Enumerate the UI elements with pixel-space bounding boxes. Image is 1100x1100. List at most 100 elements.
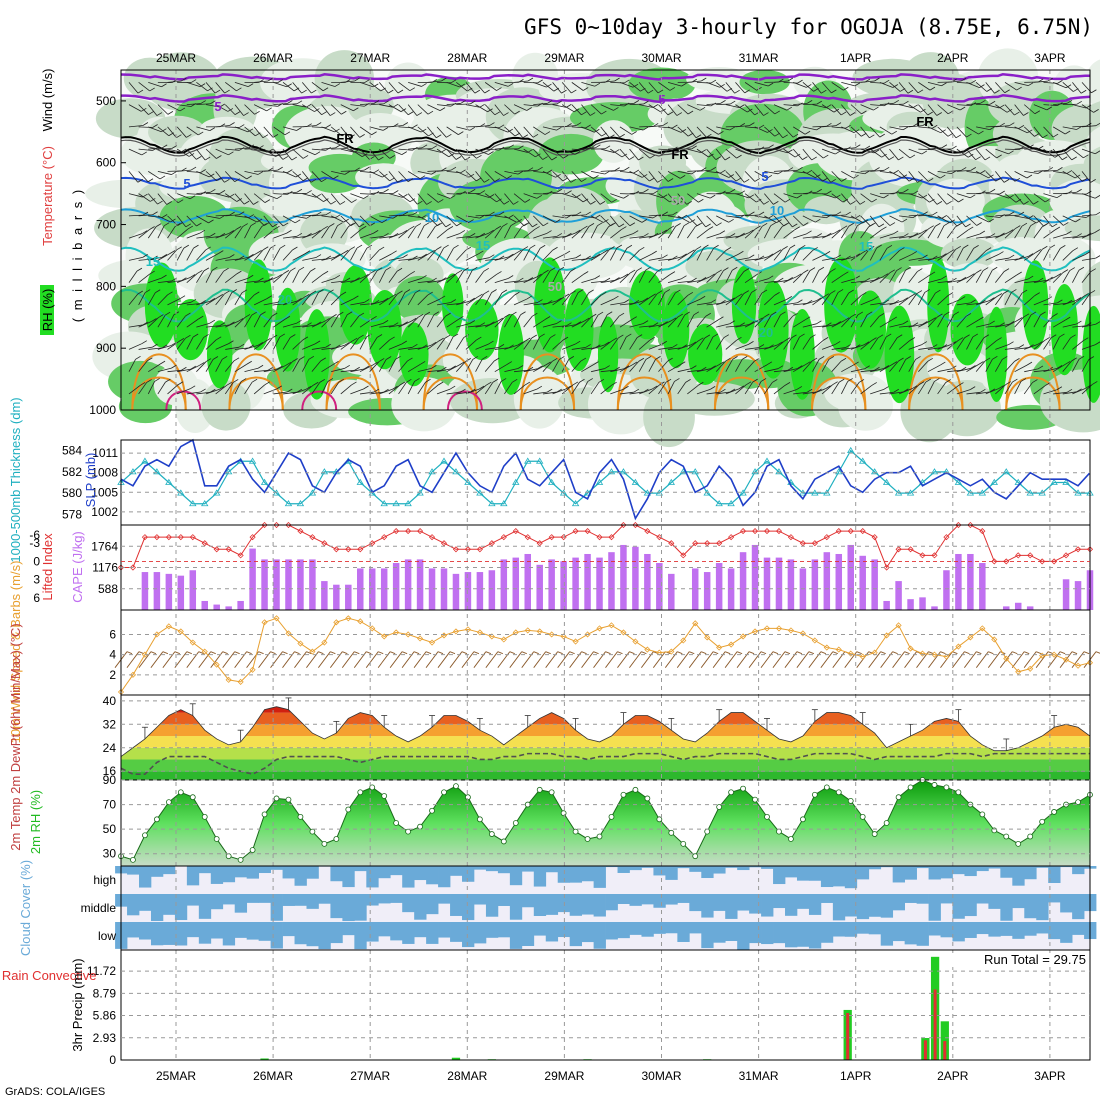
wind-barb <box>879 126 892 135</box>
wind-barb-flag <box>970 79 977 84</box>
cloud-middle-bar <box>521 894 535 908</box>
wind-barb <box>379 235 394 239</box>
lifted-point <box>273 521 280 529</box>
wind-barb-flag <box>889 222 896 226</box>
wind-barb-flag <box>1071 651 1078 655</box>
wind-barb <box>889 250 900 261</box>
wind-barb-flag <box>691 145 697 150</box>
wind-barb <box>821 171 832 183</box>
wind-barb <box>407 226 417 239</box>
wind-barb <box>465 253 479 261</box>
wind-barb-flag <box>142 122 149 126</box>
lifted-point <box>357 546 364 553</box>
wind-barb-flag <box>598 378 605 383</box>
cloud-middle-bar <box>282 894 295 906</box>
wind-barb-flag <box>364 79 370 84</box>
wind-barb <box>995 293 1004 306</box>
wind-barb <box>763 225 772 239</box>
wind-barb <box>494 126 508 133</box>
wind-barb <box>1062 82 1074 92</box>
rh-point <box>608 813 615 820</box>
cloud-low-bar <box>139 922 152 940</box>
cape-bar <box>967 553 974 610</box>
wind-barb <box>427 193 439 203</box>
wind-barb <box>388 104 402 112</box>
wind-speed-point <box>811 637 818 644</box>
wind-barb <box>773 126 784 139</box>
wind-barb <box>398 104 409 116</box>
wind-barb <box>369 148 379 161</box>
wind-barb-flag <box>641 651 647 655</box>
cloud-low-bar <box>473 922 487 944</box>
wind-barb-flag <box>636 267 643 272</box>
wind-barb-flag <box>668 225 675 230</box>
rh-point <box>177 789 184 796</box>
slp-ytick: 1011 <box>92 446 118 460</box>
wind-barb <box>340 215 352 226</box>
lifted-point <box>189 534 196 541</box>
wind-barb-flag <box>308 355 315 360</box>
cloud-middle-bar <box>940 894 953 904</box>
wind-barb-flag <box>874 77 880 82</box>
wind-barb-flag <box>1038 78 1044 83</box>
wind-barb <box>417 252 430 261</box>
wind-barb <box>513 280 528 284</box>
wind-barb-flag <box>292 358 298 362</box>
wind-barb-flag <box>591 313 597 318</box>
thickness-point <box>595 478 604 485</box>
wind-barb-flag <box>664 289 671 293</box>
wind-barb <box>850 252 863 261</box>
wind-barb <box>716 126 730 131</box>
wind-barb <box>475 125 490 128</box>
wind-barb <box>186 303 201 306</box>
cape-bar <box>811 559 819 610</box>
wind-barb-flag <box>845 255 851 260</box>
wind-barb <box>581 81 596 87</box>
wind-barb <box>446 233 460 239</box>
wind-barb <box>504 368 519 373</box>
wind-barb <box>802 82 814 92</box>
wind-barb <box>812 253 826 261</box>
wind-barb-flag <box>874 167 880 171</box>
wind-barb-flag <box>185 334 191 339</box>
wind-barb <box>744 104 755 116</box>
wind-barb-flag <box>275 153 281 157</box>
wind-barb <box>128 233 143 239</box>
wind-barb <box>504 280 519 284</box>
wind-barb <box>427 249 437 261</box>
wind-barb <box>716 236 731 239</box>
wind-barb-flag <box>241 378 247 382</box>
wind-barb-flag <box>841 225 848 230</box>
wind-barb-flag <box>469 388 476 393</box>
wind-barb-flag <box>159 360 166 365</box>
wind-barb-flag <box>246 175 252 180</box>
wind-barb-flag <box>135 355 141 360</box>
wind-barb <box>455 148 466 161</box>
wind-barb <box>417 280 432 284</box>
wind-barb-flag <box>301 89 307 94</box>
wind-barb <box>484 274 497 283</box>
wind-barb-flag <box>282 156 289 160</box>
cloud-high-bar <box>737 866 750 871</box>
wind-barb <box>533 81 547 88</box>
wind-barb <box>869 126 881 138</box>
wind-barb <box>126 651 140 668</box>
wind-barb <box>1033 126 1043 139</box>
wind-barb <box>475 257 490 261</box>
wind-barb-flag <box>823 293 830 298</box>
wind-barb <box>966 336 974 350</box>
wind-barb <box>147 381 155 395</box>
wind-barb-flag <box>171 342 177 346</box>
wind-barb <box>687 215 698 227</box>
wind-barb <box>716 191 731 195</box>
wind-barb <box>330 381 340 395</box>
wind-barb-flag <box>898 156 904 161</box>
wind-barb <box>831 381 840 395</box>
wind-barb <box>513 226 523 239</box>
wind-barb-flag <box>383 232 389 237</box>
lifted-point <box>560 534 567 541</box>
cloud-high-bar <box>294 866 307 886</box>
rh-shade <box>933 379 1001 437</box>
wind-barb <box>667 226 676 239</box>
wind-speed-point <box>1003 655 1010 662</box>
